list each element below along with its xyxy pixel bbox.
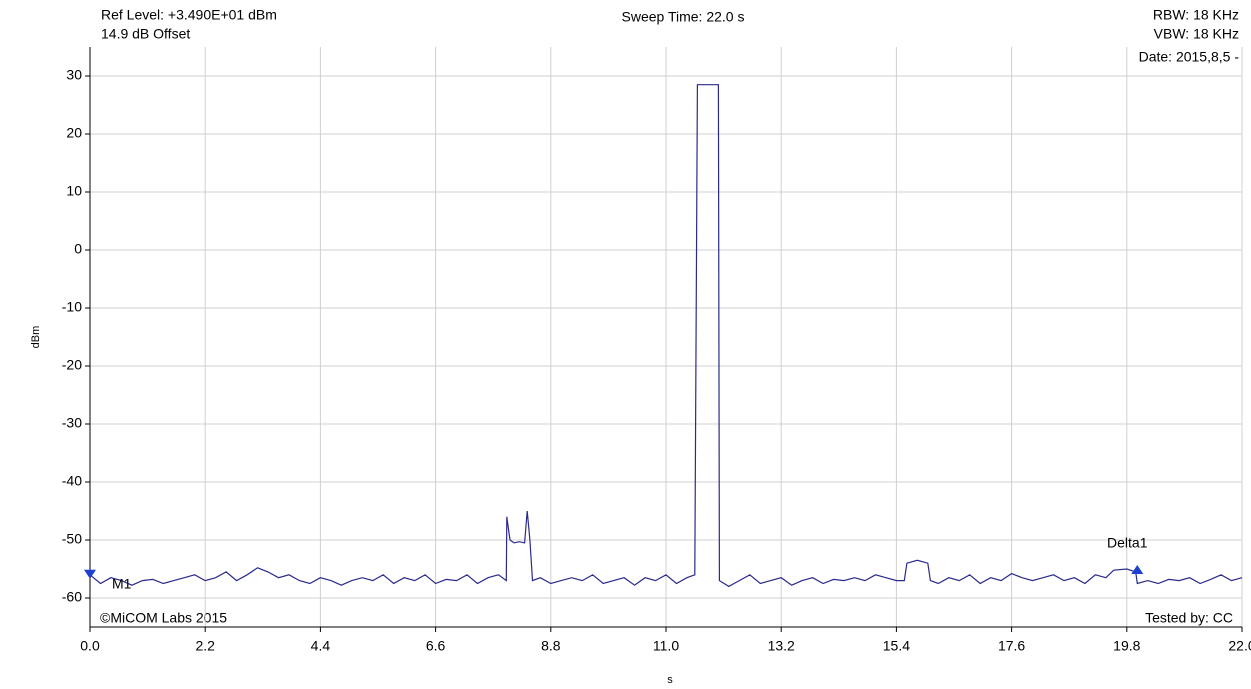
x-tick-label: 15.4 [883,638,910,654]
marker [84,569,96,579]
rbw: RBW: 18 KHz [1153,7,1239,23]
x-tick-label: 8.8 [541,638,561,654]
x-tick-label: 6.6 [426,638,446,654]
x-tick-label: 22.0 [1228,638,1251,654]
copyright: ©MiCOM Labs 2015 [100,610,227,626]
x-tick-label: 4.4 [311,638,331,654]
y-tick-label: -10 [62,299,82,315]
date: Date: 2015,8,5 - [1139,49,1240,65]
x-tick-label: 2.2 [195,638,215,654]
x-tick-label: 0.0 [80,638,100,654]
x-tick-label: 19.8 [1113,638,1140,654]
trace [89,84,1243,588]
x-axis-label: s [667,674,673,686]
offset: 14.9 dB Offset [101,26,190,42]
y-tick-label: -40 [62,473,82,489]
tested-by: Tested by: CC [1145,610,1233,626]
y-tick-label: -30 [62,415,82,431]
y-tick-label: 10 [66,183,82,199]
y-tick-label: 0 [74,241,82,257]
x-tick-label: 11.0 [653,638,679,654]
x-tick-label: 17.6 [998,638,1025,654]
ref-level: Ref Level: +3.490E+01 dBm [101,7,277,23]
y-tick-label: -50 [62,531,82,547]
chart-title: Sweep Time: 22.0 s [622,9,745,25]
y-tick-label: -60 [62,589,82,605]
marker-label: Delta1 [1107,535,1148,551]
marker [1131,565,1144,574]
y-axis-label: dBm [30,326,42,349]
y-tick-label: -20 [62,357,82,373]
vbw: VBW: 18 KHz [1154,26,1239,42]
marker-label: M1 [112,576,132,592]
y-tick-label: 30 [66,67,82,83]
x-tick-label: 13.2 [768,638,795,654]
y-tick-label: 20 [66,125,82,141]
